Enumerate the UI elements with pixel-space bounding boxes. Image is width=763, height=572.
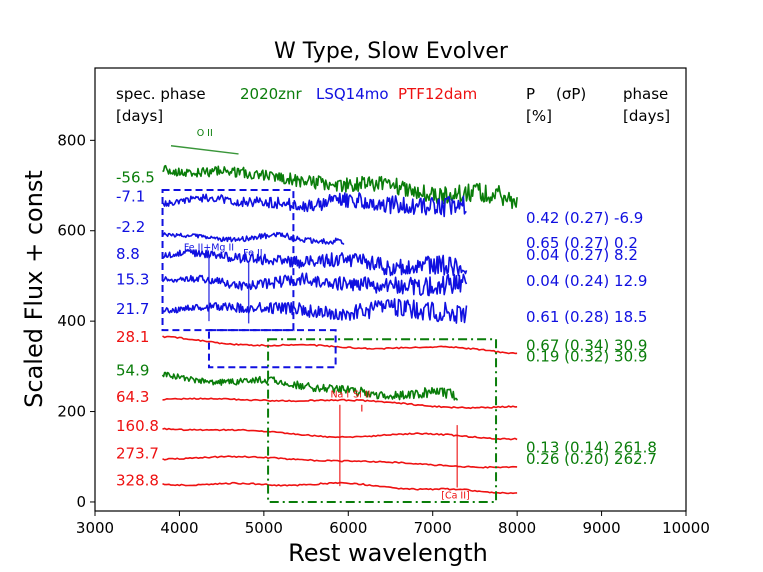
x-tick-label: 10000 [662, 519, 710, 537]
line-id-label: Na I [330, 390, 349, 401]
legend-ptf12dam: PTF12dam [398, 85, 477, 103]
polarization-label: 0.65 (0.27) 0.2 [526, 234, 638, 252]
x-tick-label: 9000 [582, 519, 620, 537]
spectrum-line [161, 248, 468, 277]
x-axis-title: Rest wavelength [288, 539, 488, 567]
line-id-label: O II [197, 128, 213, 139]
y-tick-label: 0 [76, 493, 86, 511]
legend-lsq14mo: LSQ14mo [316, 85, 389, 103]
x-tick-label: 7000 [414, 519, 452, 537]
plot-frame [94, 67, 687, 512]
phase-label: -56.5 [116, 168, 155, 186]
polarization-label: 0.19 (0.32) 30.9 [526, 347, 647, 365]
header-days: [days] [116, 107, 163, 125]
region-box [267, 338, 498, 503]
axis-ticks: 3000 4000 5000 6000 7000 8000 9000 10000 0 200 400… [57, 131, 710, 537]
y-tick-label: 600 [57, 222, 86, 240]
spectrum-line [162, 397, 518, 410]
spectrum-line [162, 231, 345, 246]
polarization-label: 0.67 (0.34) 30.9 [526, 337, 647, 355]
header-p: P [526, 85, 535, 103]
spectrum-line [162, 164, 518, 210]
spectrum-line [161, 272, 468, 297]
phase-label: 15.3 [116, 271, 149, 289]
legend-2020znr: 2020znr [240, 85, 303, 103]
y-axis-title: Scaled Flux + const [20, 170, 48, 408]
phase-label: 328.8 [116, 472, 159, 490]
polarization-label: 0.26 (0.20) 262.7 [526, 450, 657, 468]
spectrum-line [161, 192, 467, 218]
line-id-label: [Ca II] [441, 490, 470, 501]
line-id-marker [170, 145, 239, 155]
phase-label: -7.1 [116, 187, 145, 205]
y-tick-label: 400 [57, 312, 86, 330]
plot-content: -56.5-7.1 -2.2 8.8 15.3 21.7 28.1 54.9 64.3 160.… [116, 128, 657, 503]
x-tick-label: 5000 [245, 519, 283, 537]
polarization-label: 0.04 (0.27) 8.2 [526, 246, 638, 264]
phase-label: 273.7 [116, 445, 159, 463]
phase-label: 160.8 [116, 417, 159, 435]
x-tick-label: 3000 [76, 519, 114, 537]
phase-label: 64.3 [116, 388, 149, 406]
header-spec-phase: spec. phase [116, 85, 206, 103]
phase-label: 21.7 [116, 300, 149, 318]
header-phase: phase [623, 85, 668, 103]
phase-label: 8.8 [116, 245, 140, 263]
x-tick-label: 8000 [498, 519, 536, 537]
region-box [207, 329, 337, 369]
header-sigma-p: (σP) [556, 85, 586, 103]
phase-label: 28.1 [116, 328, 149, 346]
phase-label: -2.2 [116, 218, 145, 236]
spectrum-line [161, 298, 468, 324]
region-box [161, 189, 295, 332]
x-tick-label: 6000 [329, 519, 367, 537]
y-tick-label: 800 [57, 131, 86, 149]
polarization-label: 0.42 (0.27) -6.9 [526, 209, 643, 227]
polarization-label: 0.61 (0.28) 18.5 [526, 308, 647, 326]
spectrum-line [161, 371, 459, 401]
chart-title: W Type, Slow Evolver [274, 39, 509, 64]
y-tick-label: 200 [57, 403, 86, 421]
line-id-label: Fe II+Mg II [184, 243, 234, 254]
header-percent: [%] [526, 107, 552, 125]
line-id-label: Si II [353, 390, 370, 401]
polarization-label: 0.13 (0.14) 261.8 [526, 439, 657, 457]
phase-label: 54.9 [116, 361, 149, 379]
header-labels: spec. phase [days] 2020znr LSQ14mo PTF12… [116, 85, 670, 125]
line-id-label: Fe II [243, 248, 262, 259]
spectrum-line [162, 335, 518, 355]
polarization-label: 0.04 (0.24) 12.9 [526, 272, 647, 290]
x-tick-label: 4000 [160, 519, 198, 537]
header-phase-days: [days] [623, 107, 670, 125]
